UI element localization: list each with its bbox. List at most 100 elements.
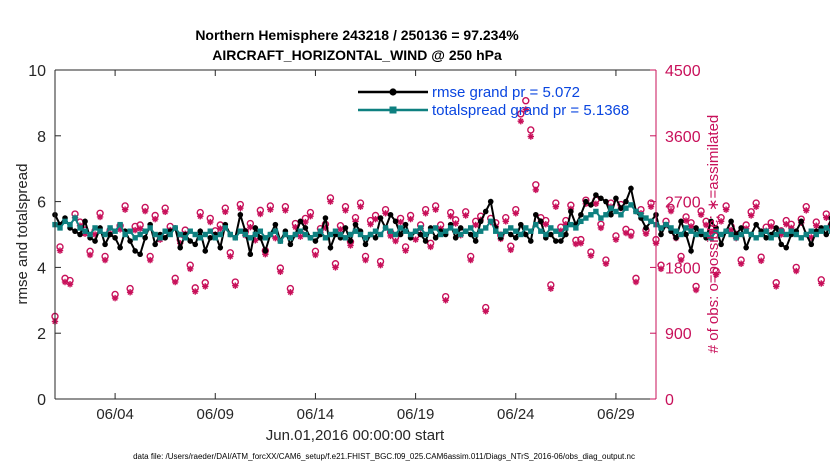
totalspread-point xyxy=(412,228,419,234)
rmse-point xyxy=(778,241,785,248)
totalspread-point xyxy=(703,231,709,238)
obs-assimilated-point xyxy=(442,297,449,304)
totalspread-point xyxy=(708,235,714,241)
obs-assimilated-point xyxy=(793,267,800,275)
obs-assimilated-point xyxy=(482,308,489,315)
x-axis-label: Jun.01,2016 00:00:00 start xyxy=(266,427,445,444)
obs-assimilated-point xyxy=(823,214,830,221)
rmse-point xyxy=(312,238,319,244)
obs-assimilated-point xyxy=(572,240,580,248)
y-left-tick-label: 10 xyxy=(28,63,46,80)
rmse-point xyxy=(507,231,514,238)
rmse-point xyxy=(237,211,244,218)
rmse-point xyxy=(197,228,204,235)
totalspread-point xyxy=(152,231,158,238)
rmse-point xyxy=(628,185,634,192)
obs-assimilated-point xyxy=(773,283,780,290)
rmse-point xyxy=(798,218,805,225)
obs-assimilated-point xyxy=(757,257,765,265)
totalspread-point xyxy=(638,212,644,218)
totalspread-point xyxy=(242,231,249,238)
totalspread-point xyxy=(442,228,449,234)
rmse-point xyxy=(162,234,168,241)
totalspread-point xyxy=(367,231,374,238)
rmse-point xyxy=(683,231,689,238)
totalspread-point xyxy=(352,228,359,234)
x-tick-label: 06/04 xyxy=(96,406,134,423)
rmse-point xyxy=(738,225,744,231)
rmse-point xyxy=(522,231,529,238)
rmse-point xyxy=(342,225,349,231)
totalspread-point xyxy=(513,228,519,234)
data-file-footnote: data file: /Users/raeder/DAI/ATM_forcXX/… xyxy=(133,452,635,461)
obs-assimilated-point xyxy=(342,207,349,214)
obs-assimilated-point xyxy=(111,294,119,302)
totalspread-point xyxy=(598,215,604,221)
obs-assimilated-point xyxy=(818,280,825,287)
obs-assimilated-point xyxy=(407,215,414,223)
totalspread-point xyxy=(478,228,484,234)
totalspread-point xyxy=(347,231,354,238)
totalspread-point xyxy=(332,228,339,234)
totalspread-point xyxy=(377,231,384,238)
obs-assimilated-point xyxy=(803,207,810,214)
totalspread-point xyxy=(818,228,824,234)
totalspread-point xyxy=(452,228,459,234)
obs-assimilated-point xyxy=(592,200,600,207)
chart-title-line2: AIRCRAFT_HORIZONTAL_WIND @ 250 hPa xyxy=(212,47,502,63)
rmse-point xyxy=(77,231,83,238)
totalspread-point xyxy=(247,235,254,241)
totalspread-point xyxy=(778,228,784,234)
totalspread-point xyxy=(107,225,113,231)
rmse-point xyxy=(608,211,614,218)
rmse-point xyxy=(72,228,78,235)
obs-assimilated-point xyxy=(187,265,194,273)
totalspread-point xyxy=(673,228,679,234)
totalspread-point xyxy=(623,205,629,211)
rmse-point xyxy=(82,218,88,225)
chart-title-line1: Northern Hemisphere 243218 / 250136 = 97… xyxy=(195,27,519,43)
x-tick-label: 06/19 xyxy=(397,406,435,423)
totalspread-point xyxy=(282,231,289,238)
x-tick-label: 06/24 xyxy=(497,406,535,423)
totalspread-point xyxy=(633,208,639,215)
rmse-point xyxy=(192,241,199,248)
obs-assimilated-point xyxy=(432,206,439,213)
totalspread-point xyxy=(287,235,294,241)
obs-assimilated-point xyxy=(767,223,775,230)
totalspread-point xyxy=(327,231,334,238)
totalspread-point xyxy=(297,228,304,234)
totalspread-point xyxy=(307,235,314,241)
totalspread-point xyxy=(603,212,609,218)
rmse-point xyxy=(517,221,524,228)
totalspread-point xyxy=(407,231,414,238)
obs-assimilated-point xyxy=(517,117,524,125)
obs-assimilated-point xyxy=(552,203,560,210)
totalspread-point xyxy=(498,231,504,238)
rmse-point xyxy=(347,238,354,244)
totalspread-point xyxy=(488,218,494,225)
totalspread-point xyxy=(758,231,764,238)
totalspread-point xyxy=(553,228,559,234)
obs-assimilated-point xyxy=(522,106,529,113)
obs-assimilated-point xyxy=(136,225,144,232)
obs-assimilated-point xyxy=(462,212,469,219)
totalspread-point xyxy=(102,231,108,238)
rmse-point xyxy=(207,234,214,241)
rmse-point xyxy=(272,221,279,228)
obs-assimilated-point xyxy=(362,256,369,264)
rmse-point xyxy=(808,241,815,248)
totalspread-point xyxy=(82,228,88,234)
totalspread-point xyxy=(813,231,819,238)
totalspread-point xyxy=(578,218,584,225)
obs-assimilated-point xyxy=(267,206,274,213)
totalspread-point xyxy=(583,215,589,221)
totalspread-point xyxy=(783,231,789,238)
obs-assimilated-point xyxy=(642,230,650,237)
totalspread-point xyxy=(457,231,464,238)
totalspread-point xyxy=(508,225,514,231)
totalspread-point xyxy=(803,231,809,238)
x-tick-label: 06/09 xyxy=(196,406,234,423)
rmse-point xyxy=(693,225,699,231)
rmse-point xyxy=(773,225,779,231)
